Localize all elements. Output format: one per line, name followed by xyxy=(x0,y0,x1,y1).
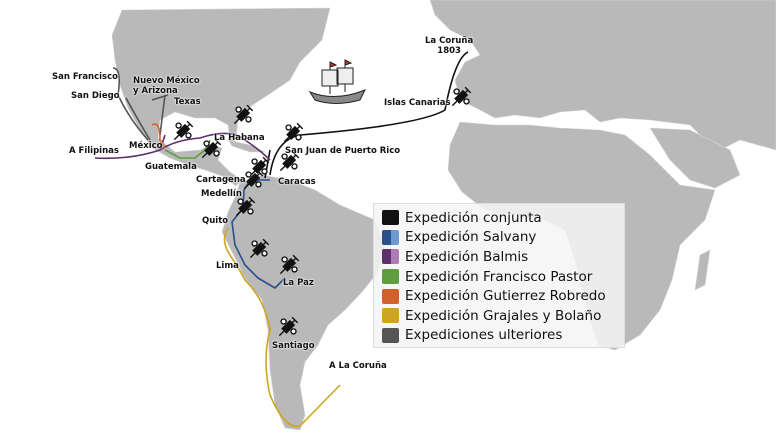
syringe-icon xyxy=(201,138,222,159)
syringe-icon xyxy=(249,156,270,177)
label-la-habana: La Habana xyxy=(214,133,265,143)
legend-item: Expedición Gutierrez Robredo xyxy=(382,286,624,306)
legend-swatch xyxy=(382,269,399,285)
cuba-landmass xyxy=(227,139,266,153)
syringe-icon xyxy=(278,316,299,337)
legend: Expedición conjunta Expedición Salvany Exp… xyxy=(373,203,625,348)
legend-label: Expedición Gutierrez Robredo xyxy=(405,288,606,305)
madagascar-landmass xyxy=(694,249,711,291)
syringe-icon xyxy=(279,254,300,275)
route-salvany xyxy=(231,179,286,289)
legend-item: Expedición Grajales y Bolaño xyxy=(382,306,624,326)
label-quito: Quito xyxy=(202,216,229,226)
legend-swatch xyxy=(382,288,399,304)
legend-swatch xyxy=(382,308,399,324)
label-texas: Texas xyxy=(174,97,201,107)
legend-label: Expedición Balmis xyxy=(405,248,529,265)
label-la-coruna: La Coruña 1803 xyxy=(425,36,474,56)
route-gutierrez xyxy=(151,123,166,149)
label-cartagena: Cartagena xyxy=(196,175,246,185)
label-medellin: Medellín xyxy=(201,189,242,199)
ship-illustration xyxy=(308,59,367,104)
south-america-landmass xyxy=(221,174,386,431)
label-guatemala: Guatemala xyxy=(145,162,197,172)
arabia-landmass xyxy=(649,127,741,189)
label-islas-canarias: Islas Canarias xyxy=(384,98,451,108)
syringe-icon xyxy=(235,196,256,217)
legend-swatch xyxy=(382,229,399,245)
syringe-icon xyxy=(279,151,300,172)
syringe-icon xyxy=(173,120,194,141)
label-a-la-coruna: A La Coruña xyxy=(329,361,387,371)
legend-label: Expedición Salvany xyxy=(405,229,537,246)
label-lima: Lima xyxy=(216,261,239,271)
route-ulteriores xyxy=(112,67,169,141)
north-america-landmass xyxy=(111,7,331,187)
legend-swatch xyxy=(382,249,399,265)
syringe-icon xyxy=(451,86,472,107)
label-caracas: Caracas xyxy=(278,177,316,187)
legend-item: Expedición Francisco Pastor xyxy=(382,267,624,287)
legend-label: Expediciones ulteriores xyxy=(405,327,563,344)
legend-label: Expedición Francisco Pastor xyxy=(405,268,593,285)
label-a-filipinas: A Filipinas xyxy=(69,146,119,156)
legend-item: Expediciones ulteriores xyxy=(382,326,624,346)
label-mexico: México xyxy=(129,141,163,151)
label-san-juan: San Juan de Puerto Rico xyxy=(285,146,401,156)
legend-item: Expedición Salvany xyxy=(382,228,624,248)
syringe-icon xyxy=(283,122,304,143)
label-san-francisco: San Francisco xyxy=(52,72,118,82)
legend-label: Expedición conjunta xyxy=(405,209,542,226)
label-la-paz: La Paz xyxy=(283,278,314,288)
syringe-icon xyxy=(249,238,270,259)
legend-item: Expedición conjunta xyxy=(382,208,624,228)
syringe-icon xyxy=(243,169,264,190)
label-san-diego: San Diego xyxy=(71,91,120,101)
legend-item: Expedición Balmis xyxy=(382,247,624,267)
legend-label: Expedición Grajales y Bolaño xyxy=(405,307,602,324)
label-santiago: Santiago xyxy=(272,341,315,351)
legend-swatch xyxy=(382,210,399,226)
route-conjunta xyxy=(264,51,469,179)
route-grajales xyxy=(223,227,341,428)
syringe-icon xyxy=(233,104,254,125)
label-nuevo-mexico: Nuevo México y Arizona xyxy=(133,76,200,96)
legend-swatch xyxy=(382,327,399,343)
